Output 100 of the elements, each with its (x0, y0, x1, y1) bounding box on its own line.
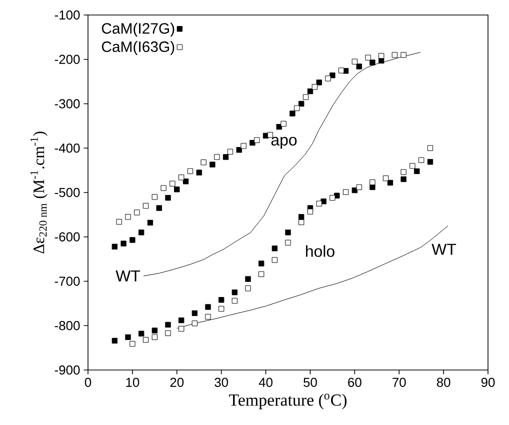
point (272, 246, 278, 252)
point (232, 290, 238, 296)
point (294, 105, 300, 112)
point (147, 220, 154, 226)
point (245, 276, 251, 282)
y-axis-title: Δε$_{220 nm}$ (M$^{-1}$.cm$^{-1}$) (30, 132, 48, 254)
point (214, 154, 220, 160)
point (307, 208, 314, 214)
point (427, 145, 434, 151)
point (427, 159, 434, 165)
point (205, 304, 211, 310)
point (378, 58, 384, 64)
point (178, 326, 184, 332)
point (290, 110, 296, 116)
x-axis-title: Temperature ($^{o}$C) (229, 394, 347, 410)
legend-label: CaM(I27G) (102, 22, 174, 37)
y-tick-label: -300 (54, 99, 80, 108)
point (112, 244, 118, 250)
legend-label: CaM(I63G) (102, 41, 174, 55)
point (285, 240, 291, 246)
point (218, 306, 224, 312)
point (178, 317, 184, 324)
y-tick-label: -900 (54, 365, 80, 375)
point (254, 137, 260, 143)
annotation: holo (306, 245, 334, 257)
y-tick-label: -700 (54, 276, 80, 286)
point (116, 218, 122, 225)
point (174, 186, 180, 192)
point (227, 148, 234, 155)
point (356, 64, 362, 70)
point (134, 210, 140, 216)
point (192, 310, 198, 316)
point (165, 194, 171, 201)
point (160, 185, 166, 191)
point (330, 194, 336, 201)
annotation: WT (116, 270, 140, 282)
point (272, 257, 278, 263)
point (218, 297, 224, 303)
point (400, 52, 406, 58)
x-tick-label: 0 (84, 378, 92, 387)
point (258, 271, 264, 277)
point (325, 76, 331, 82)
point (280, 120, 286, 127)
x-tick-label: 20 (170, 378, 184, 387)
point (130, 237, 136, 243)
point (370, 179, 376, 186)
y-tick-label: -400 (54, 144, 80, 153)
y-tick-label: -800 (54, 321, 80, 330)
x-tick-label: 60 (348, 378, 362, 387)
point (192, 320, 198, 326)
point (200, 159, 206, 166)
point (182, 178, 189, 184)
point (316, 200, 322, 206)
point (258, 260, 264, 266)
x-tick-label: 30 (214, 378, 228, 387)
point (120, 240, 126, 246)
point (400, 169, 406, 175)
point (205, 314, 211, 320)
point (152, 328, 158, 334)
point (285, 230, 291, 236)
point (298, 219, 304, 226)
point (312, 84, 318, 90)
x-tick-label: 50 (304, 378, 317, 387)
point (125, 214, 131, 220)
point (178, 174, 184, 180)
point (138, 230, 144, 236)
point (232, 298, 238, 304)
point (170, 180, 176, 186)
point (334, 192, 340, 198)
point (365, 54, 371, 60)
y-tick-label: -100 (54, 10, 80, 20)
point (410, 163, 416, 169)
point (142, 336, 149, 343)
point (236, 147, 242, 153)
y-tick-label: -200 (54, 54, 80, 64)
annotation: WT (432, 244, 456, 255)
point (302, 94, 309, 100)
point (156, 205, 162, 211)
point (112, 338, 118, 344)
y-tick-label: -500 (54, 188, 80, 198)
point (142, 202, 149, 209)
point (165, 330, 171, 336)
point (382, 175, 389, 182)
point (370, 60, 376, 66)
point (330, 72, 336, 78)
y-tick-label: -600 (54, 232, 80, 242)
point (356, 184, 362, 190)
point (130, 340, 136, 347)
point (338, 68, 344, 74)
point (196, 170, 202, 176)
point (187, 168, 194, 174)
point (378, 52, 384, 59)
point (240, 143, 246, 149)
point (400, 176, 406, 182)
point (387, 180, 394, 186)
point (316, 80, 322, 86)
point (414, 168, 420, 174)
point (298, 100, 304, 107)
point (210, 162, 216, 168)
point (392, 52, 398, 58)
